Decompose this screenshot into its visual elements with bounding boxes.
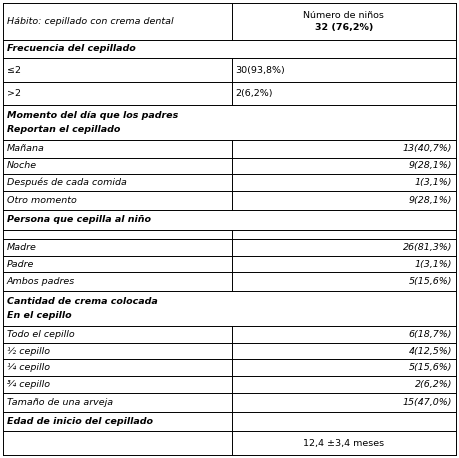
Text: Edad de inicio del cepillado: Edad de inicio del cepillado xyxy=(7,417,153,426)
Text: Madre: Madre xyxy=(7,243,37,252)
Text: ¾ cepillo: ¾ cepillo xyxy=(7,380,50,389)
Text: 5(15,6%): 5(15,6%) xyxy=(409,363,452,372)
Text: Tamaño de una arveja: Tamaño de una arveja xyxy=(7,398,113,407)
Text: Hábito: cepillado con crema dental: Hábito: cepillado con crema dental xyxy=(7,17,174,26)
Text: 1(3,1%): 1(3,1%) xyxy=(414,178,452,187)
Text: 2(6,2%): 2(6,2%) xyxy=(235,89,273,98)
Text: Número de niños: Número de niños xyxy=(303,11,384,21)
Text: 15(47,0%): 15(47,0%) xyxy=(403,398,452,407)
Text: >2: >2 xyxy=(7,89,21,98)
Text: ½ cepillo: ½ cepillo xyxy=(7,347,50,356)
Text: Noche: Noche xyxy=(7,161,37,170)
Text: Cantidad de crema colocada: Cantidad de crema colocada xyxy=(7,297,157,306)
Text: 6(18,7%): 6(18,7%) xyxy=(409,330,452,339)
Text: En el cepillo: En el cepillo xyxy=(7,311,72,320)
Text: 9(28,1%): 9(28,1%) xyxy=(409,196,452,205)
Text: 2(6,2%): 2(6,2%) xyxy=(414,380,452,389)
Text: 1(3,1%): 1(3,1%) xyxy=(414,260,452,269)
Text: 30(93,8%): 30(93,8%) xyxy=(235,65,285,75)
Text: Todo el cepillo: Todo el cepillo xyxy=(7,330,75,339)
Text: ≤2: ≤2 xyxy=(7,65,21,75)
Text: Después de cada comida: Después de cada comida xyxy=(7,178,127,187)
Text: 5(15,6%): 5(15,6%) xyxy=(409,278,452,286)
Text: 12,4 ±3,4 meses: 12,4 ±3,4 meses xyxy=(303,439,384,447)
Text: ¼ cepillo: ¼ cepillo xyxy=(7,363,50,372)
Text: 13(40,7%): 13(40,7%) xyxy=(403,144,452,153)
Text: Frecuencia del cepillado: Frecuencia del cepillado xyxy=(7,44,136,54)
Text: 9(28,1%): 9(28,1%) xyxy=(409,161,452,170)
Text: 4(12,5%): 4(12,5%) xyxy=(409,347,452,356)
Text: Persona que cepilla al niño: Persona que cepilla al niño xyxy=(7,215,151,224)
Text: Reportan el cepillado: Reportan el cepillado xyxy=(7,125,120,134)
Text: Otro momento: Otro momento xyxy=(7,196,77,205)
Text: 32 (76,2%): 32 (76,2%) xyxy=(314,23,373,33)
Text: Ambos padres: Ambos padres xyxy=(7,278,75,286)
Text: Momento del día que los padres: Momento del día que los padres xyxy=(7,111,178,120)
Text: Mañana: Mañana xyxy=(7,144,45,153)
Text: 26(81,3%): 26(81,3%) xyxy=(403,243,452,252)
Text: Padre: Padre xyxy=(7,260,34,269)
